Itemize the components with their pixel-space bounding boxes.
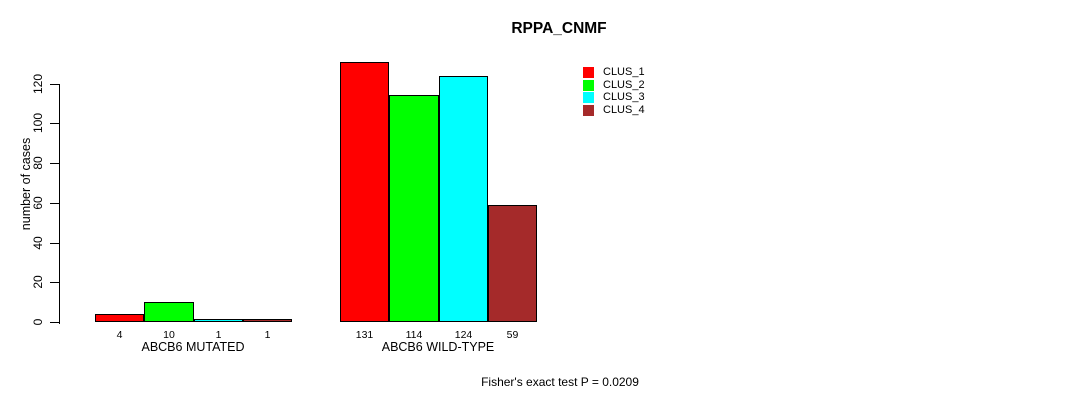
bar-clus_4-mutated: [243, 319, 292, 322]
legend-item-clus2: CLUS_2: [583, 79, 645, 92]
legend-label-clus1: CLUS_1: [603, 65, 645, 78]
legend-item-clus4: CLUS_4: [583, 104, 645, 117]
y-tick-mark: [50, 321, 59, 323]
bar-clus_2-mutated: [144, 302, 194, 322]
y-tick-label: 100: [31, 113, 45, 134]
y-tick-label: 60: [31, 196, 45, 210]
x-group-label-mutated: ABCB6 MUTATED: [141, 340, 245, 354]
legend-item-clus3: CLUS_3: [583, 92, 645, 105]
bar-clus_2-wildtype: [389, 95, 439, 322]
legend-swatch-clus4: [583, 105, 594, 117]
y-tick-mark: [50, 202, 59, 204]
y-tick-mark: [50, 122, 59, 124]
bar-value-label: 10: [163, 329, 175, 341]
bar-value-label: 131: [355, 329, 374, 341]
bar-value-label: 1: [215, 329, 222, 341]
bar-value-label: 124: [454, 329, 473, 341]
y-tick-label: 20: [31, 275, 45, 289]
legend-swatch-clus2: [583, 79, 594, 91]
legend-label-clus2: CLUS_2: [603, 78, 645, 91]
legend-swatch-clus1: [583, 66, 594, 78]
y-tick-mark: [50, 281, 59, 283]
y-tick-mark: [50, 242, 59, 244]
chart-title: RPPA_CNMF: [511, 20, 607, 37]
bar-value-label: 59: [506, 329, 519, 341]
bar-value-label: 114: [405, 329, 423, 341]
bar-clus_3-mutated: [194, 319, 243, 322]
bar-value-label: 1: [264, 329, 271, 341]
bar-clus_1-wildtype: [340, 62, 389, 322]
bar-value-label: 4: [116, 329, 123, 341]
legend-label-clus4: CLUS_4: [603, 104, 645, 117]
y-tick-label: 40: [31, 235, 45, 250]
x-group-label-wildtype: ABCB6 WILD-TYPE: [381, 340, 495, 354]
y-tick-mark: [50, 83, 59, 85]
footnote: Fisher's exact test P = 0.0209: [481, 375, 639, 389]
legend-label-clus3: CLUS_3: [603, 91, 645, 104]
y-tick-label: 0: [31, 318, 45, 326]
legend: CLUS_1 CLUS_2 CLUS_3 CLUS_4: [583, 66, 645, 117]
y-tick-label: 80: [31, 156, 45, 170]
y-axis-title: number of cases: [19, 137, 33, 231]
legend-item-clus1: CLUS_1: [583, 66, 645, 79]
y-tick-mark: [50, 162, 59, 164]
bar-clus_4-wildtype: [488, 205, 537, 322]
bar-clus_1-mutated: [95, 314, 144, 322]
legend-swatch-clus3: [583, 92, 594, 104]
y-tick-label: 120: [31, 73, 45, 94]
y-axis-line: [59, 84, 60, 324]
bar-clus_3-wildtype: [439, 76, 488, 322]
